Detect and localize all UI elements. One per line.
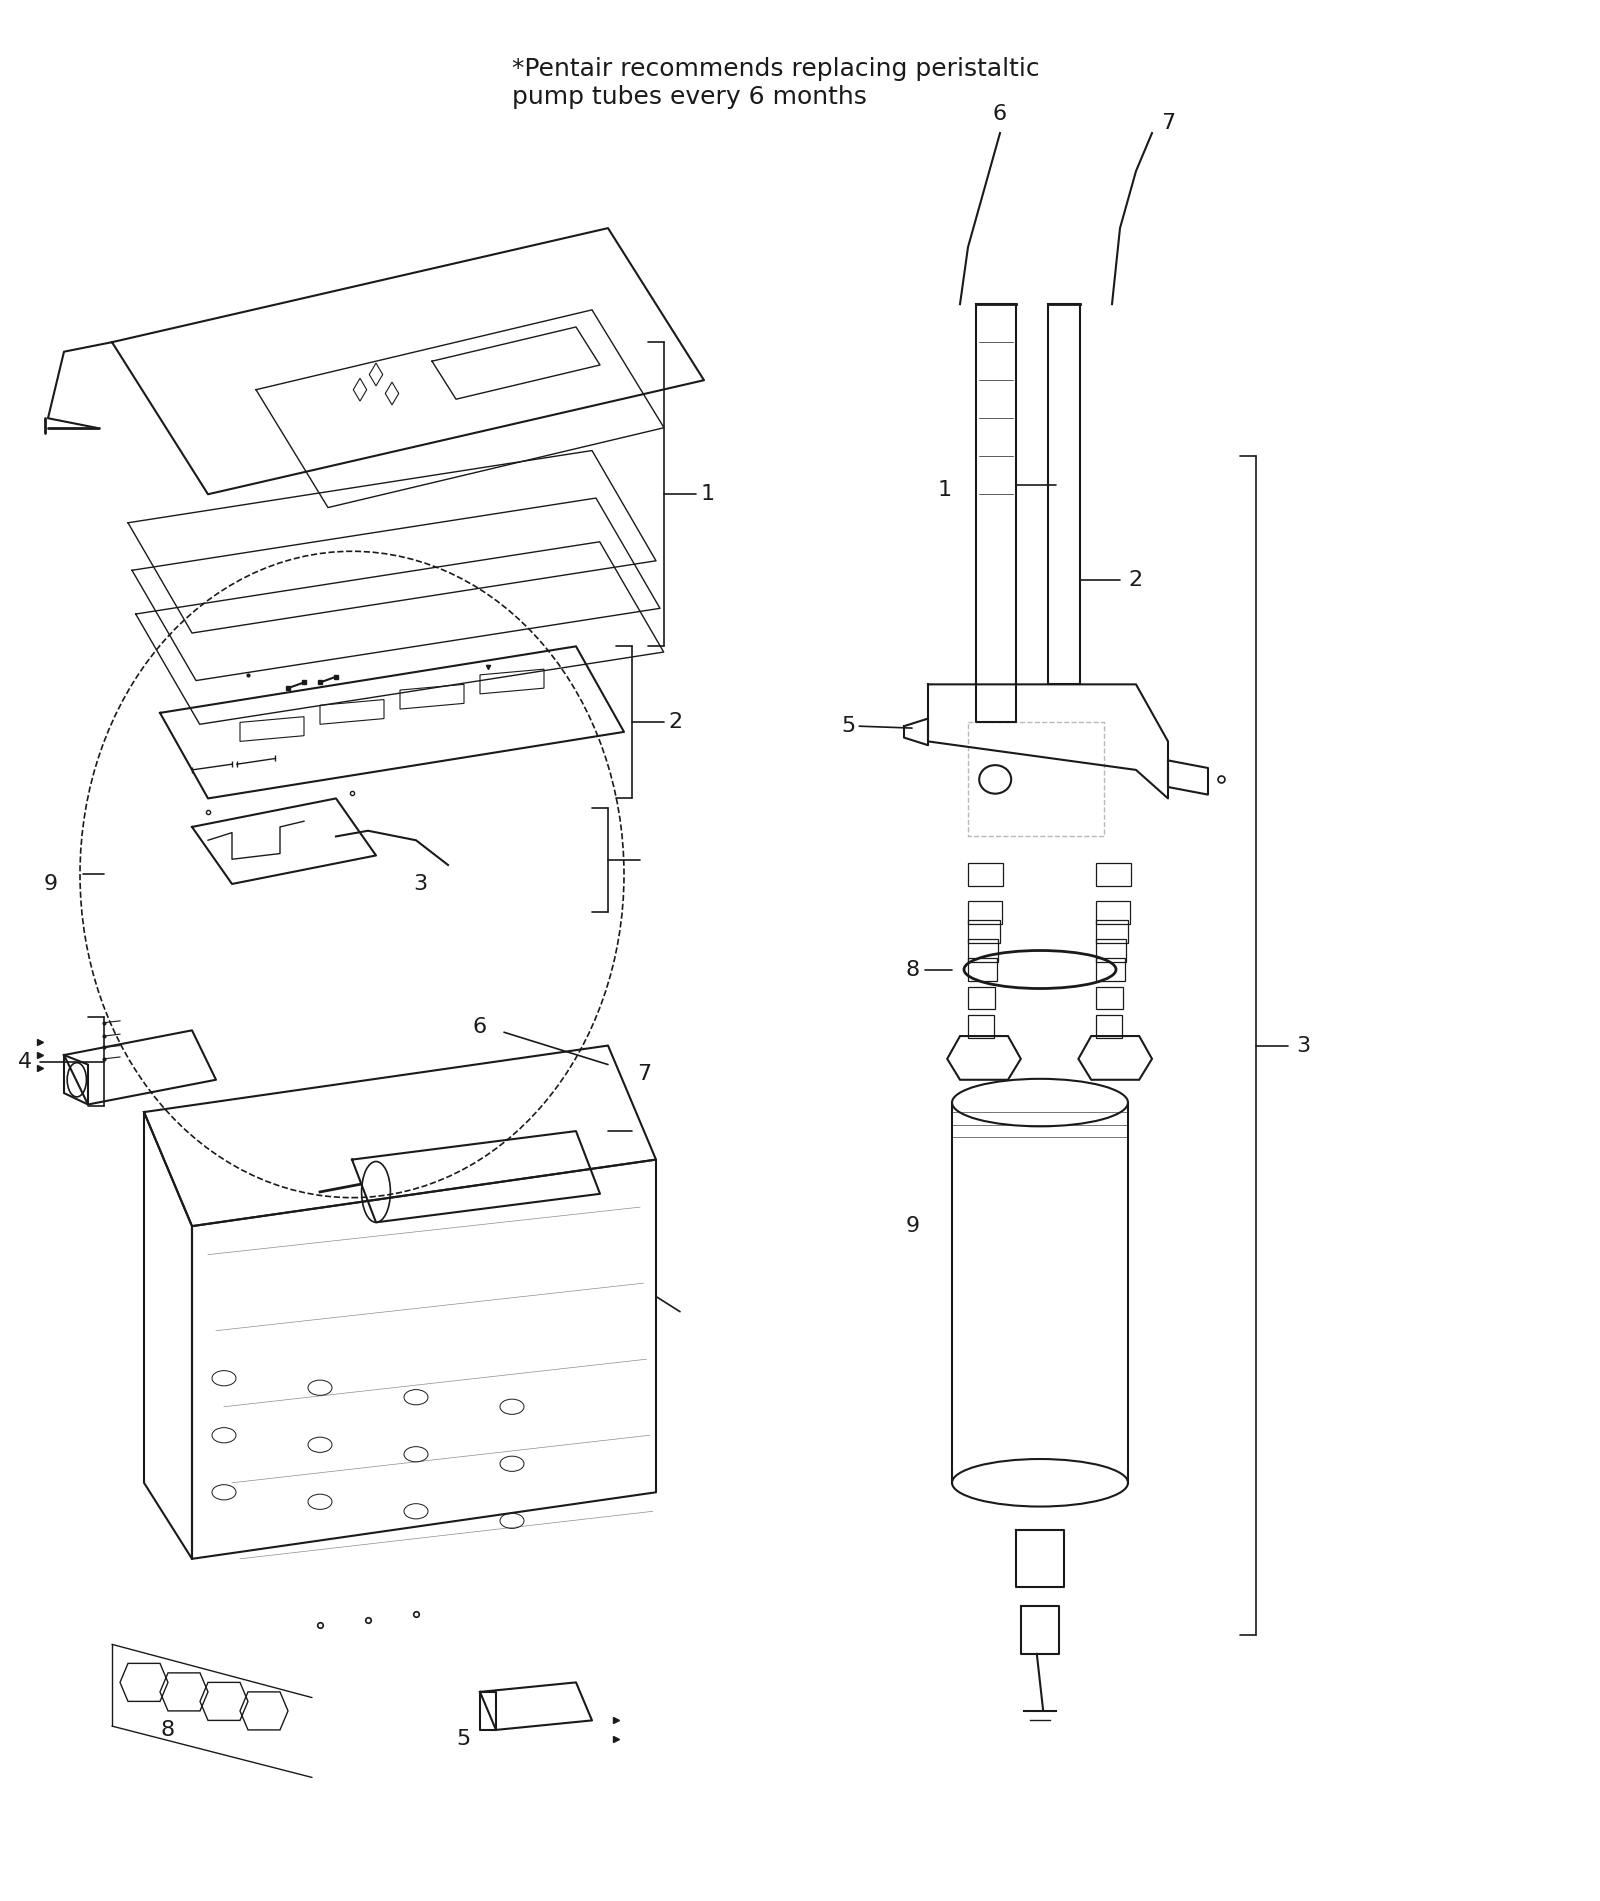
Text: 1: 1 — [938, 481, 952, 500]
Text: 5: 5 — [456, 1730, 470, 1749]
Text: 7: 7 — [1162, 112, 1174, 133]
Text: *Pentair recommends replacing peristaltic
pump tubes every 6 months: *Pentair recommends replacing peristalti… — [512, 57, 1040, 108]
Text: 2: 2 — [1128, 570, 1142, 589]
Text: 6: 6 — [994, 103, 1006, 124]
Text: 5: 5 — [842, 717, 856, 736]
Text: 9: 9 — [43, 874, 58, 893]
Text: 3: 3 — [1296, 1036, 1310, 1055]
Text: 3: 3 — [413, 874, 427, 893]
Text: 2: 2 — [669, 713, 683, 732]
Text: 9: 9 — [906, 1217, 920, 1236]
Text: 8: 8 — [906, 960, 920, 979]
Text: 4: 4 — [18, 1051, 32, 1072]
Text: 7: 7 — [637, 1065, 651, 1084]
Text: 8: 8 — [160, 1720, 174, 1739]
Text: 1: 1 — [701, 485, 715, 504]
Text: 6: 6 — [472, 1017, 486, 1036]
